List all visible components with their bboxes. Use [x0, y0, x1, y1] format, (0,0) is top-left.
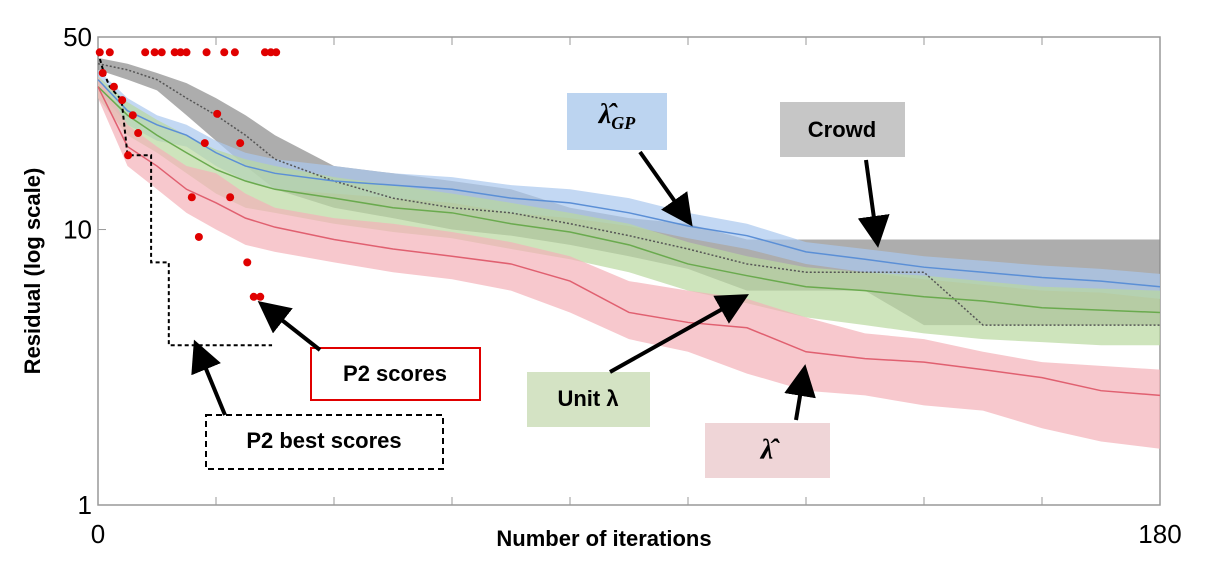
- arrow: [609, 294, 749, 374]
- score-point: [187, 193, 196, 202]
- arrow: [857, 159, 890, 248]
- score-point: [170, 48, 179, 57]
- legend-box: [780, 102, 905, 157]
- best-line: [97, 52, 273, 347]
- score-point: [157, 48, 166, 57]
- arrow: [191, 339, 227, 416]
- legend-label: P2 scores: [343, 361, 447, 386]
- score-point: [200, 139, 209, 148]
- score-point: [98, 69, 107, 78]
- score-point: [128, 111, 137, 120]
- x-tick-label: 0: [91, 519, 105, 549]
- series-line: [97, 86, 1161, 314]
- series-line: [97, 86, 1161, 397]
- y-tick-label: 10: [63, 215, 92, 245]
- legend-box: [205, 414, 444, 470]
- score-point: [182, 48, 191, 57]
- score-point: [109, 82, 118, 91]
- y-tick-label: 50: [63, 22, 92, 52]
- x-axis-label: Number of iterations: [496, 526, 711, 551]
- score-point: [124, 151, 133, 160]
- legend-label: Crowd: [808, 117, 876, 142]
- score-point: [118, 96, 127, 105]
- y-axis-label: Residual (log scale): [20, 168, 45, 375]
- legend-label: P2 best scores: [246, 428, 401, 453]
- legend-box: [567, 93, 667, 150]
- score-point: [150, 48, 159, 57]
- x-tick-label: 180: [1138, 519, 1181, 549]
- score-point: [176, 48, 185, 57]
- legend-box: [527, 372, 650, 427]
- score-point: [95, 48, 104, 57]
- legend-box: [705, 423, 830, 478]
- score-point: [220, 48, 229, 57]
- score-point: [236, 139, 245, 148]
- score-point: [249, 292, 258, 301]
- score-point: [226, 193, 235, 202]
- score-point: [256, 292, 265, 301]
- score-point: [213, 109, 222, 118]
- arrow: [784, 364, 816, 421]
- legend-box: [310, 347, 481, 401]
- score-point: [134, 129, 143, 138]
- band: [98, 76, 1160, 449]
- arrow: [257, 301, 322, 352]
- score-point: [202, 48, 211, 57]
- score-point: [260, 48, 269, 57]
- score-point: [105, 48, 114, 57]
- score-point: [141, 48, 150, 57]
- score-point: [272, 48, 281, 57]
- y-tick-label: 1: [78, 490, 92, 520]
- score-point: [230, 48, 239, 57]
- legend-label: Unit λ: [557, 386, 618, 411]
- score-point: [194, 232, 203, 241]
- band: [98, 76, 1160, 346]
- arrow: [638, 150, 693, 227]
- score-point: [243, 258, 252, 267]
